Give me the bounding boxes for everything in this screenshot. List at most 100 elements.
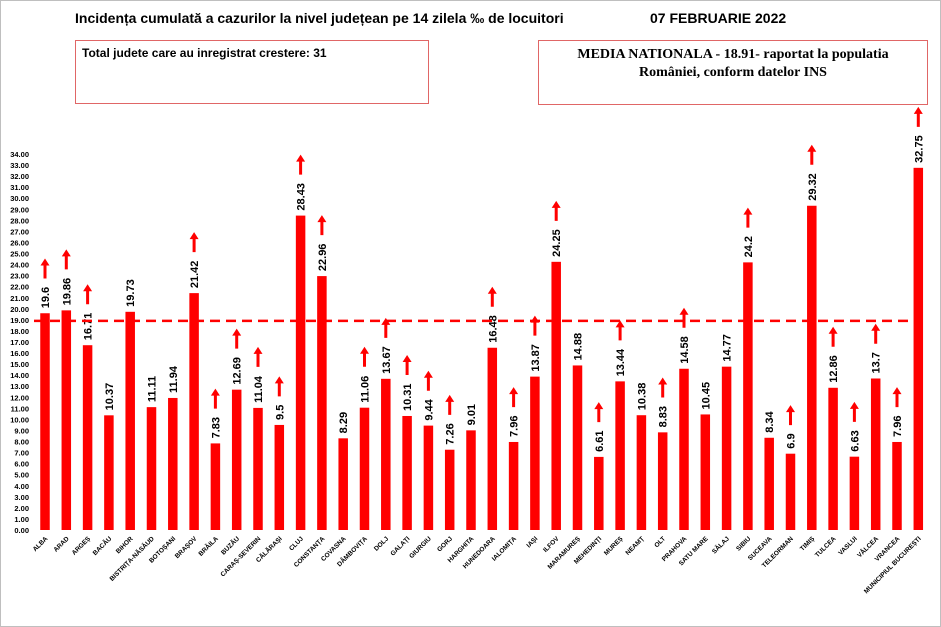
arrow-up-icon bbox=[892, 387, 902, 408]
category-label: SIBIU bbox=[735, 535, 752, 552]
bar bbox=[338, 438, 348, 530]
y-tick-label: 26.00 bbox=[10, 238, 29, 247]
arrow-up-icon bbox=[913, 106, 923, 127]
data-label: 21.42 bbox=[189, 261, 201, 289]
category-label: ARGEȘ bbox=[71, 535, 93, 557]
y-tick-label: 9.00 bbox=[14, 426, 29, 435]
bar bbox=[636, 415, 647, 530]
bar bbox=[125, 311, 135, 530]
arrow-up-icon bbox=[274, 376, 284, 397]
bar bbox=[807, 205, 817, 530]
arrow-up-icon bbox=[210, 388, 220, 409]
bar bbox=[40, 313, 50, 530]
data-label: 7.96 bbox=[892, 416, 904, 437]
bar bbox=[231, 389, 242, 530]
data-label: 7.83 bbox=[210, 417, 222, 438]
category-label: BIHOR bbox=[115, 535, 135, 555]
category-label: NEAMȚ bbox=[625, 535, 646, 556]
data-label: 9.5 bbox=[274, 405, 286, 420]
arrow-up-icon bbox=[807, 144, 817, 165]
data-label: 24.25 bbox=[551, 229, 563, 257]
category-label: ILFOV bbox=[542, 535, 561, 554]
arrow-up-icon bbox=[509, 387, 519, 408]
data-label: 13.44 bbox=[615, 348, 627, 376]
arrow-up-icon bbox=[61, 249, 71, 270]
bar bbox=[104, 415, 114, 530]
bar bbox=[615, 381, 625, 530]
bar bbox=[146, 407, 157, 530]
bar bbox=[253, 407, 263, 530]
category-label: BUZĂU bbox=[219, 534, 242, 557]
increase-count-text: Total judete care au inregistrat crester… bbox=[82, 46, 327, 60]
data-label: 14.77 bbox=[722, 334, 734, 362]
data-label: 6.61 bbox=[594, 430, 606, 451]
y-tick-label: 22.00 bbox=[10, 283, 29, 292]
y-tick-label: 11.00 bbox=[11, 404, 29, 413]
bar bbox=[849, 456, 860, 530]
arrow-up-icon bbox=[551, 200, 561, 221]
category-label: TULCEA bbox=[814, 535, 838, 559]
y-tick-label: 0.00 bbox=[14, 526, 29, 535]
data-label: 19.6 bbox=[40, 287, 52, 308]
y-tick-label: 19.00 bbox=[10, 316, 29, 325]
bar bbox=[423, 425, 434, 530]
data-label: 14.58 bbox=[679, 336, 691, 364]
bar bbox=[487, 347, 498, 530]
y-tick-label: 25.00 bbox=[10, 250, 29, 259]
category-label: CLUJ bbox=[288, 535, 305, 552]
arrow-up-icon bbox=[530, 315, 540, 336]
data-label: 10.37 bbox=[104, 383, 116, 411]
arrow-up-icon bbox=[594, 402, 604, 423]
y-tick-label: 28.00 bbox=[10, 216, 29, 225]
data-label: 14.88 bbox=[573, 333, 585, 361]
bar bbox=[594, 456, 604, 530]
y-tick-label: 24.00 bbox=[10, 261, 29, 270]
bar bbox=[508, 441, 519, 530]
bar bbox=[359, 407, 370, 530]
bar bbox=[82, 345, 93, 530]
data-label: 11.94 bbox=[168, 365, 180, 393]
data-label: 8.29 bbox=[338, 412, 350, 433]
y-tick-label: 29.00 bbox=[10, 205, 29, 214]
category-label: GORJ bbox=[436, 535, 454, 553]
arrow-up-icon bbox=[828, 326, 838, 347]
data-label: 29.32 bbox=[807, 173, 819, 201]
arrow-up-icon bbox=[786, 405, 795, 426]
data-label: 7.26 bbox=[445, 423, 457, 444]
bar bbox=[764, 437, 774, 530]
y-tick-label: 27.00 bbox=[10, 227, 29, 236]
arrow-up-icon bbox=[743, 207, 753, 228]
data-label: 19.73 bbox=[125, 279, 137, 307]
category-label: ALBA bbox=[32, 535, 50, 553]
bar bbox=[828, 387, 838, 530]
y-tick-label: 15.00 bbox=[10, 360, 29, 369]
arrow-up-icon bbox=[658, 377, 668, 398]
data-label: 16.71 bbox=[83, 313, 95, 341]
chart-title: Incidența cumulată a cazurilor la nivel … bbox=[75, 10, 564, 26]
y-tick-label: 21.00 bbox=[10, 294, 29, 303]
data-label: 9.01 bbox=[466, 404, 478, 425]
y-tick-label: 33.00 bbox=[10, 161, 29, 170]
y-tick-label: 34.00 bbox=[10, 150, 29, 159]
data-label: 13.7 bbox=[871, 352, 883, 373]
data-label: 11.04 bbox=[253, 375, 265, 403]
arrow-up-icon bbox=[296, 154, 306, 175]
y-tick-label: 12.00 bbox=[10, 393, 29, 402]
y-tick-label: 23.00 bbox=[10, 272, 29, 281]
arrow-up-icon bbox=[360, 346, 369, 367]
y-tick-label: 32.00 bbox=[10, 172, 29, 181]
arrow-up-icon bbox=[189, 232, 199, 253]
national-average-line2: României, conform datelor INS bbox=[639, 65, 827, 80]
arrow-up-icon bbox=[849, 401, 859, 422]
y-tick-label: 8.00 bbox=[14, 438, 29, 447]
arrow-up-icon bbox=[317, 215, 327, 236]
y-tick-label: 10.00 bbox=[10, 415, 29, 424]
arrow-up-icon bbox=[381, 317, 391, 338]
data-label: 12.86 bbox=[828, 355, 840, 383]
bar bbox=[721, 366, 732, 530]
national-average-box: MEDIA NATIONALA - 18.91- raportat la pop… bbox=[538, 40, 928, 105]
bar bbox=[168, 397, 178, 530]
data-label: 10.31 bbox=[402, 383, 414, 411]
data-label: 9.44 bbox=[423, 398, 435, 420]
increase-count-box: Total judete care au inregistrat crester… bbox=[75, 40, 429, 104]
